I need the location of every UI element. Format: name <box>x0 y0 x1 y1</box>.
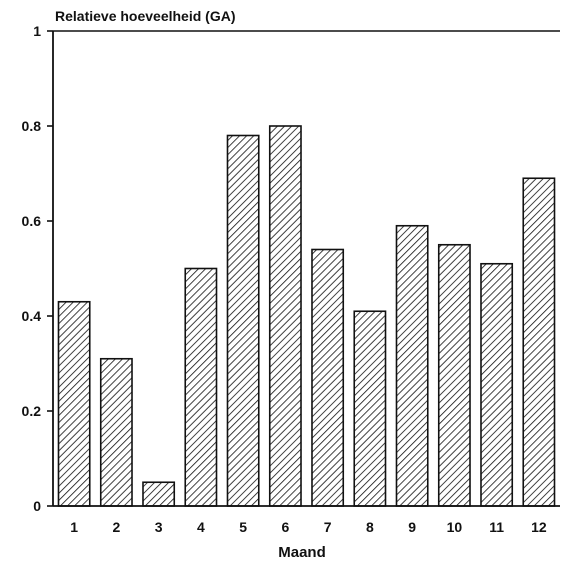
bar-month-12 <box>522 177 556 507</box>
x-tick-label: 7 <box>324 519 332 535</box>
x-tick-label: 4 <box>197 519 205 535</box>
y-tick-label: 0.6 <box>22 213 42 229</box>
bar-month-8 <box>353 310 387 507</box>
x-tick-label: 11 <box>489 519 504 535</box>
x-tick-label: 1 <box>70 519 78 535</box>
bar-month-2 <box>99 357 133 507</box>
x-tick-label: 12 <box>531 519 547 535</box>
x-tick-label: 8 <box>366 519 374 535</box>
bar-month-1 <box>57 300 91 507</box>
x-tick-label: 9 <box>408 519 416 535</box>
bar-month-3 <box>142 481 176 507</box>
y-tick-label: 0.2 <box>22 403 42 419</box>
bar-month-10 <box>437 243 471 507</box>
bar-month-11 <box>480 262 514 507</box>
bars-group <box>57 125 556 507</box>
x-tick-label: 2 <box>112 519 120 535</box>
x-tick-label: 10 <box>447 519 463 535</box>
bar-month-7 <box>311 248 345 507</box>
x-tick-label: 3 <box>155 519 163 535</box>
x-tick-label: 6 <box>281 519 289 535</box>
bar-month-6 <box>268 125 302 507</box>
y-tick-label: 1 <box>33 23 41 39</box>
x-axis: 1 2 3 4 5 6 7 8 9 10 11 12 <box>70 519 547 535</box>
y-axis: 0 0.2 0.4 0.6 0.8 1 <box>22 23 53 514</box>
y-tick-label: 0 <box>33 498 41 514</box>
y-tick-label: 0.8 <box>22 118 42 134</box>
bar-month-9 <box>395 224 429 507</box>
x-axis-title: Maand <box>278 544 326 561</box>
bar-month-4 <box>184 267 218 507</box>
y-axis-title: Relatieve hoeveelheid (GA) <box>55 8 236 24</box>
y-tick-label: 0.4 <box>22 308 42 324</box>
bar-month-5 <box>226 134 260 507</box>
x-tick-label: 5 <box>239 519 247 535</box>
